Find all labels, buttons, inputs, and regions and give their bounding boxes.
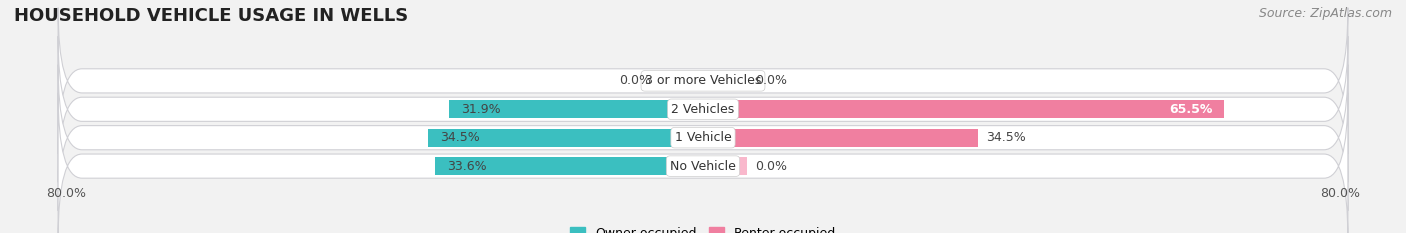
Text: 3 or more Vehicles: 3 or more Vehicles: [645, 74, 761, 87]
FancyBboxPatch shape: [58, 93, 1348, 233]
Bar: [703, 100, 1225, 118]
Text: 31.9%: 31.9%: [461, 103, 501, 116]
Bar: [429, 129, 703, 147]
Legend: Owner-occupied, Renter-occupied: Owner-occupied, Renter-occupied: [569, 226, 837, 233]
FancyBboxPatch shape: [58, 65, 1348, 211]
Text: 34.5%: 34.5%: [440, 131, 479, 144]
Text: 0.0%: 0.0%: [755, 160, 787, 173]
Bar: [703, 129, 977, 147]
Text: 33.6%: 33.6%: [447, 160, 486, 173]
Bar: [449, 100, 703, 118]
FancyBboxPatch shape: [58, 36, 1348, 182]
Text: 0.0%: 0.0%: [755, 74, 787, 87]
Text: 34.5%: 34.5%: [986, 131, 1025, 144]
Text: Source: ZipAtlas.com: Source: ZipAtlas.com: [1258, 7, 1392, 20]
Text: No Vehicle: No Vehicle: [671, 160, 735, 173]
Bar: [436, 157, 703, 175]
Bar: [703, 72, 747, 90]
Text: 0.0%: 0.0%: [619, 74, 651, 87]
Text: 65.5%: 65.5%: [1170, 103, 1212, 116]
Bar: [659, 72, 703, 90]
FancyBboxPatch shape: [58, 8, 1348, 154]
Text: HOUSEHOLD VEHICLE USAGE IN WELLS: HOUSEHOLD VEHICLE USAGE IN WELLS: [14, 7, 408, 25]
Bar: [703, 157, 747, 175]
Text: 2 Vehicles: 2 Vehicles: [672, 103, 734, 116]
Text: 1 Vehicle: 1 Vehicle: [675, 131, 731, 144]
